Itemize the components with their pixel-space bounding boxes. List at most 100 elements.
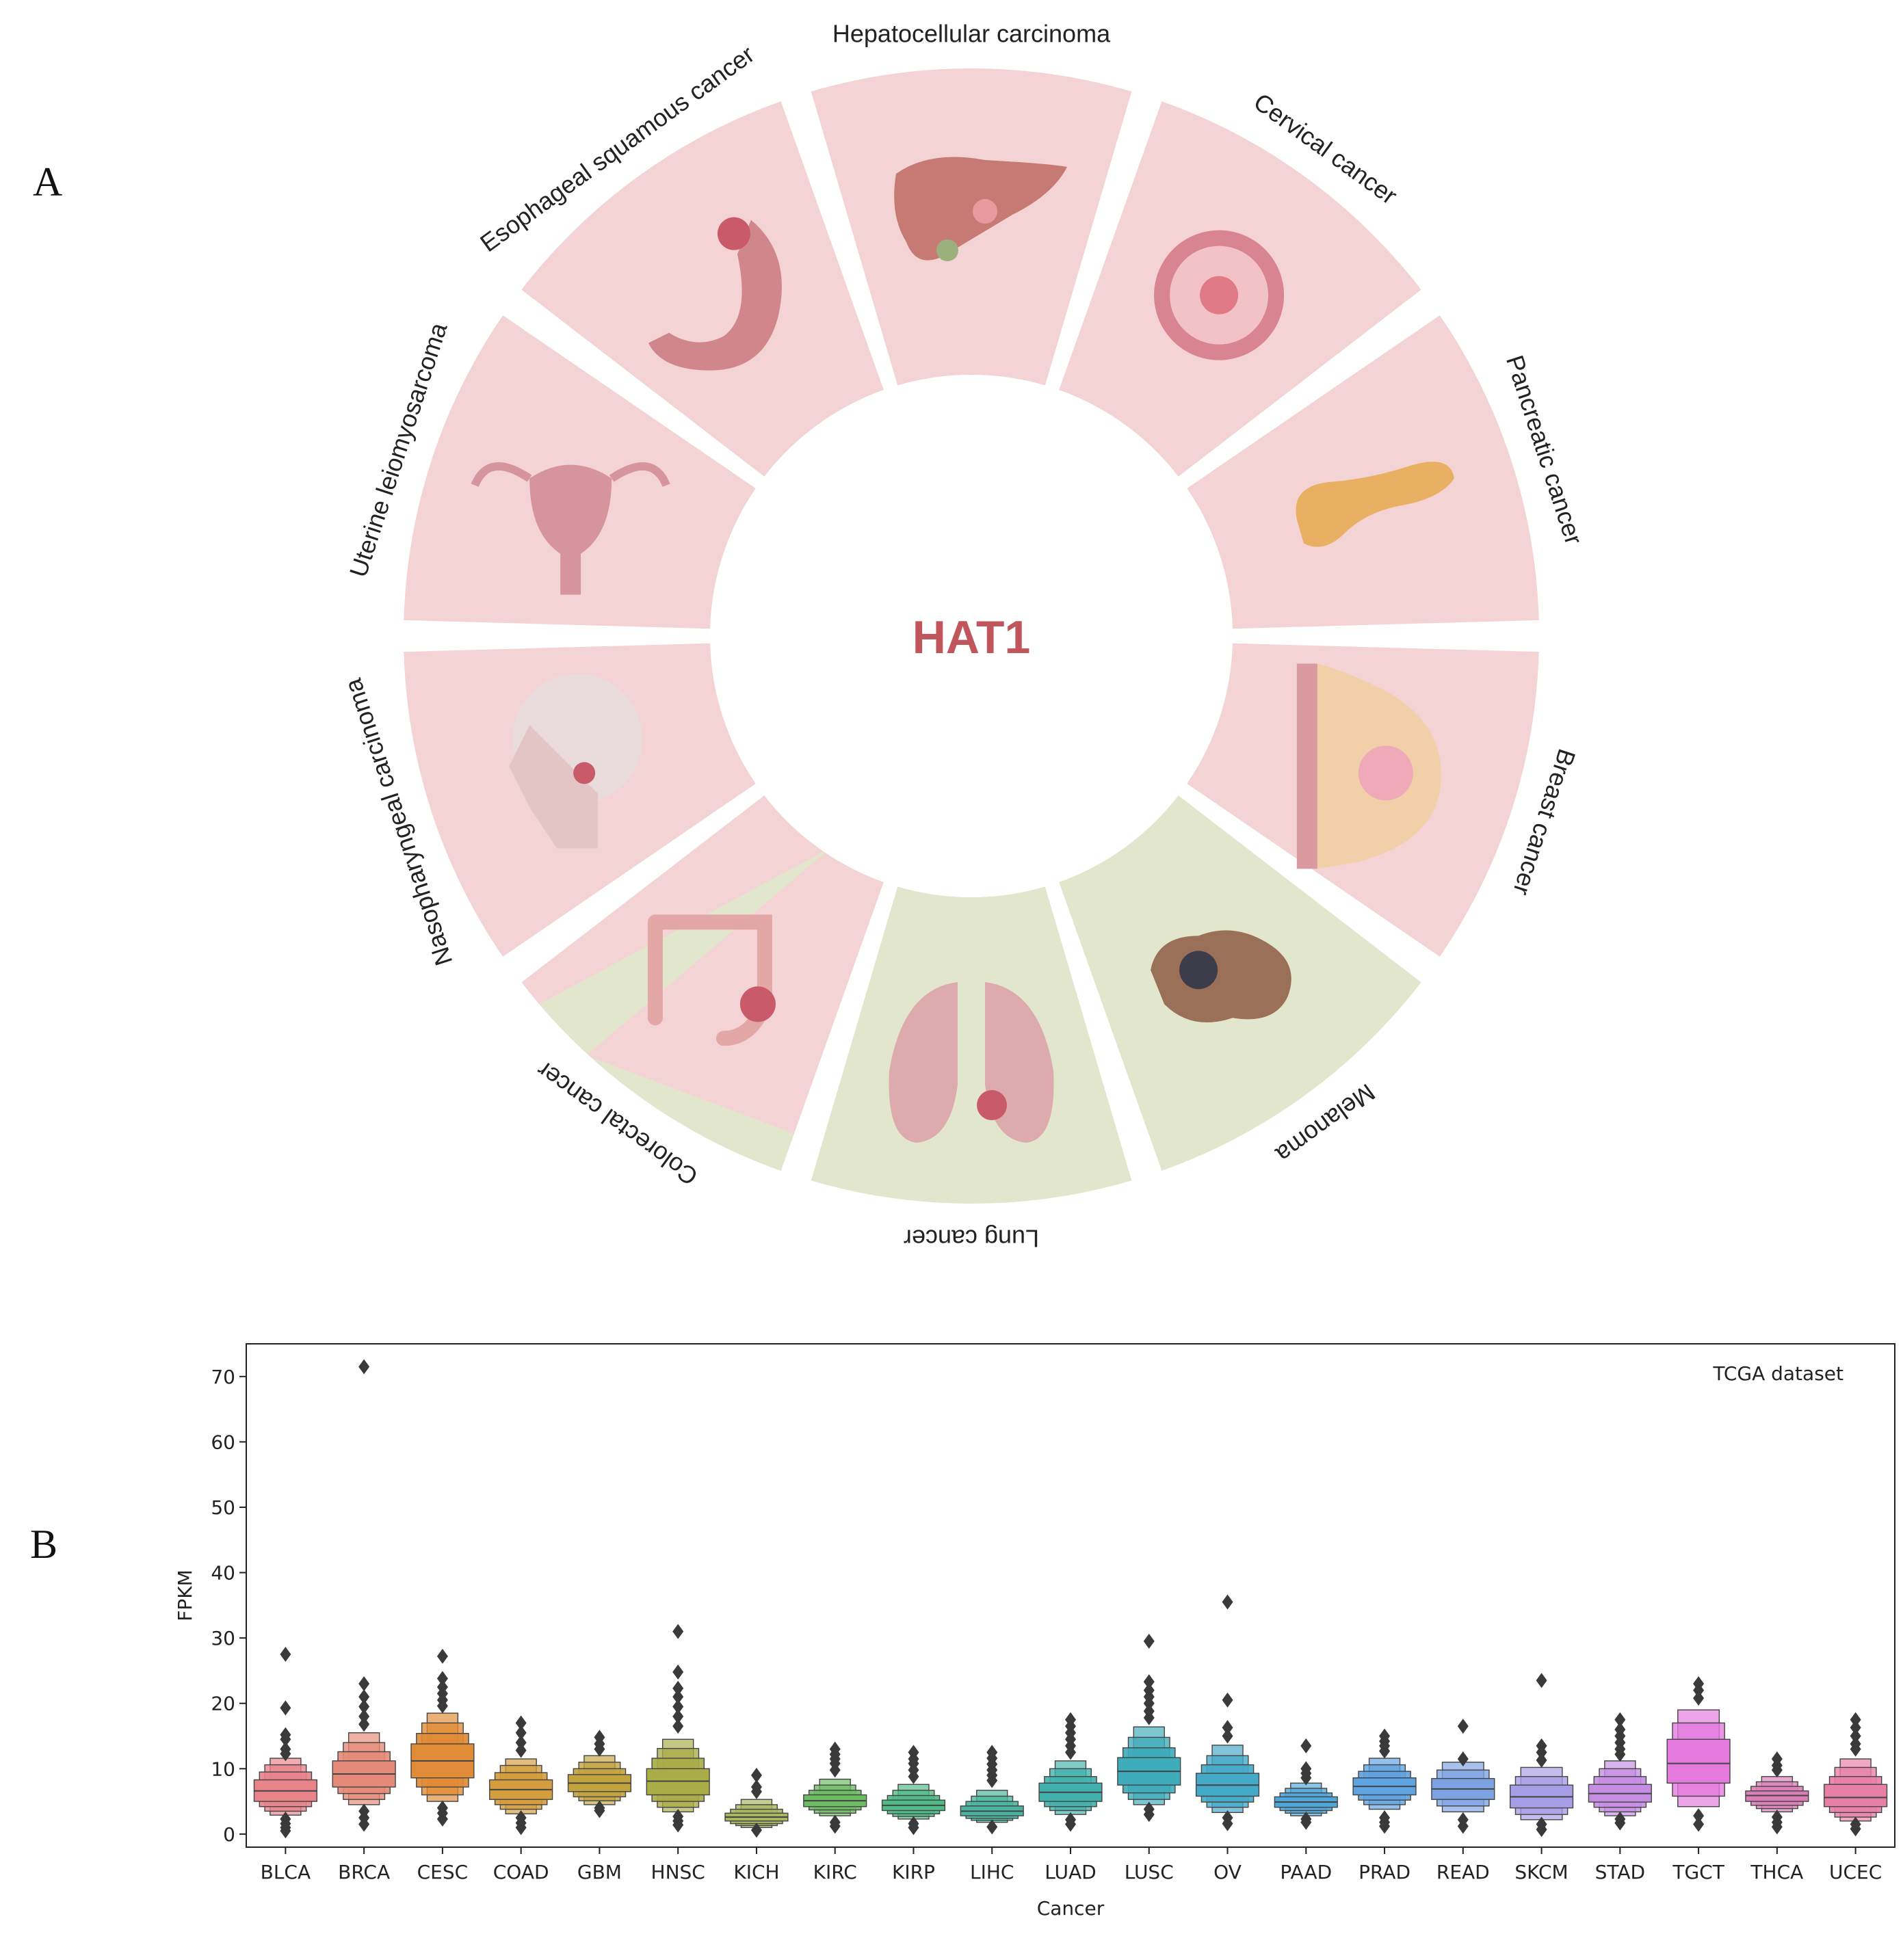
outlier-ov-0 [1222, 1594, 1233, 1610]
y-tick-label-60: 60 [211, 1431, 235, 1453]
x-tick-label-read: READ [1436, 1861, 1490, 1883]
x-tick-label-ucec: UCEC [1829, 1861, 1882, 1883]
x-tick-label-kirc: KIRC [813, 1861, 857, 1883]
outlier-kich-3 [750, 1823, 762, 1838]
colon-icon [647, 914, 776, 1046]
outlier-ucec-0 [1850, 1712, 1861, 1727]
outlier-blca-0 [280, 1647, 291, 1663]
x-tick-label-gbm: GBM [577, 1861, 622, 1883]
x-tick-label-kirp: KIRP [892, 1861, 935, 1883]
boxen-hnsc [646, 1624, 710, 1833]
outlier-thca-5 [1771, 1819, 1783, 1835]
x-tick-label-kich: KICH [733, 1861, 779, 1883]
outlier-lusc-0 [1143, 1633, 1155, 1649]
y-axis-title: FPKM [174, 1570, 196, 1621]
outlier-luad-5 [1065, 1745, 1076, 1760]
outlier-ucec-6 [1850, 1821, 1861, 1837]
segment-label-lung-cancer: Lung cancer [904, 1224, 1039, 1252]
outlier-read-1 [1457, 1751, 1469, 1766]
outlier-kirp-4 [908, 1769, 919, 1784]
boxen-brca [332, 1359, 396, 1832]
y-tick-label-0: 0 [223, 1823, 235, 1846]
lungs-icon [889, 982, 1054, 1143]
outlier-paad-3 [1300, 1770, 1312, 1786]
outlier-blca-5 [280, 1746, 291, 1762]
panel-b-label: B [30, 1522, 58, 1567]
outlier-ucec-4 [1850, 1741, 1861, 1757]
x-tick-label-coad: COAD [493, 1861, 549, 1883]
boxen-skcm [1509, 1673, 1574, 1838]
outlier-tgct-3 [1693, 1808, 1705, 1824]
outlier-ov-3 [1222, 1728, 1233, 1744]
panel-a-label: A [33, 159, 63, 204]
outlier-lusc-4 [1143, 1695, 1155, 1711]
outlier-lihc-5 [986, 1773, 998, 1788]
melanoma-icon [1151, 930, 1291, 1023]
boxen-blca [253, 1647, 317, 1839]
boxen-cesc [410, 1648, 475, 1827]
x-tick-label-cesc: CESC [417, 1861, 469, 1883]
outlier-brca-1 [358, 1676, 370, 1692]
x-tick-label-skcm: SKCM [1514, 1861, 1568, 1883]
outlier-paad-5 [1300, 1814, 1312, 1830]
uterus-icon [471, 462, 670, 595]
boxen-coad [489, 1715, 553, 1836]
outlier-tgct-2 [1693, 1691, 1705, 1706]
outlier-kirc-4 [829, 1762, 841, 1778]
boxen-thca [1745, 1751, 1809, 1835]
head-icon [509, 674, 643, 849]
outlier-skcm-3 [1536, 1752, 1547, 1768]
outlier-ucec-1 [1850, 1720, 1861, 1736]
boxen-paad [1274, 1738, 1338, 1830]
boxen-kich [724, 1767, 789, 1838]
outlier-skcm-5 [1536, 1822, 1547, 1838]
outlier-gbm-2 [594, 1741, 605, 1757]
boxen-ov [1195, 1594, 1260, 1831]
outlier-coad-6 [515, 1820, 527, 1836]
center-title: HAT1 [913, 611, 1031, 663]
outlier-brca-0 [358, 1359, 370, 1375]
outlier-hnsc-1 [672, 1664, 684, 1680]
outlier-brca-4 [358, 1708, 370, 1724]
outlier-hnsc-5 [672, 1708, 684, 1724]
outlier-cesc-8 [436, 1811, 448, 1827]
x-tick-label-hnsc: HNSC [651, 1861, 705, 1883]
outlier-stad-7 [1614, 1815, 1626, 1831]
center-circle [710, 375, 1233, 897]
outlier-brca-8 [358, 1816, 370, 1832]
boxen-luad [1038, 1712, 1103, 1832]
boxen-stad [1588, 1712, 1652, 1831]
outlier-lusc-6 [1143, 1710, 1155, 1725]
outlier-prad-3 [1379, 1743, 1391, 1759]
boxen-ucec [1824, 1712, 1888, 1837]
outlier-hnsc-9 [672, 1817, 684, 1833]
breast-icon [1296, 663, 1441, 869]
outlier-read-3 [1457, 1818, 1469, 1834]
y-tick-label-10: 10 [211, 1758, 235, 1780]
segment-lung-cancer [811, 886, 1132, 1204]
outlier-blca-1 [280, 1700, 291, 1716]
outlier-read-0 [1457, 1719, 1469, 1734]
cervix-icon [1154, 230, 1285, 360]
x-tick-label-lusc: LUSC [1125, 1861, 1174, 1883]
boxen-kirc [803, 1741, 867, 1834]
x-tick-label-thca: THCA [1750, 1861, 1803, 1883]
fpkm-boxen-chart: 0 10 20 30 40 50 60 70 BLCA BRCA CESC COAD GBM HNSC K… [174, 1343, 1895, 1920]
outlier-prad-6 [1379, 1818, 1391, 1834]
segment-esophageal-squamous-cancer [521, 101, 884, 477]
outlier-cesc-0 [436, 1648, 448, 1664]
stomach-icon [648, 217, 782, 371]
x-tick-label-lihc: LIHC [970, 1861, 1014, 1883]
outlier-ov-1 [1222, 1692, 1233, 1708]
boxen-kirp [881, 1745, 946, 1836]
outlier-cesc-1 [436, 1671, 448, 1686]
outlier-kirc-6 [829, 1818, 841, 1834]
boxen-gbm [567, 1730, 632, 1818]
outlier-ov-5 [1222, 1816, 1233, 1831]
x-tick-label-brca: BRCA [338, 1861, 390, 1883]
outlier-blca-9 [280, 1823, 291, 1839]
boxen-tgct [1666, 1676, 1731, 1832]
outlier-stad-0 [1614, 1712, 1626, 1727]
outlier-lihc-6 [986, 1819, 998, 1835]
x-tick-label-prad: PRAD [1359, 1861, 1410, 1883]
